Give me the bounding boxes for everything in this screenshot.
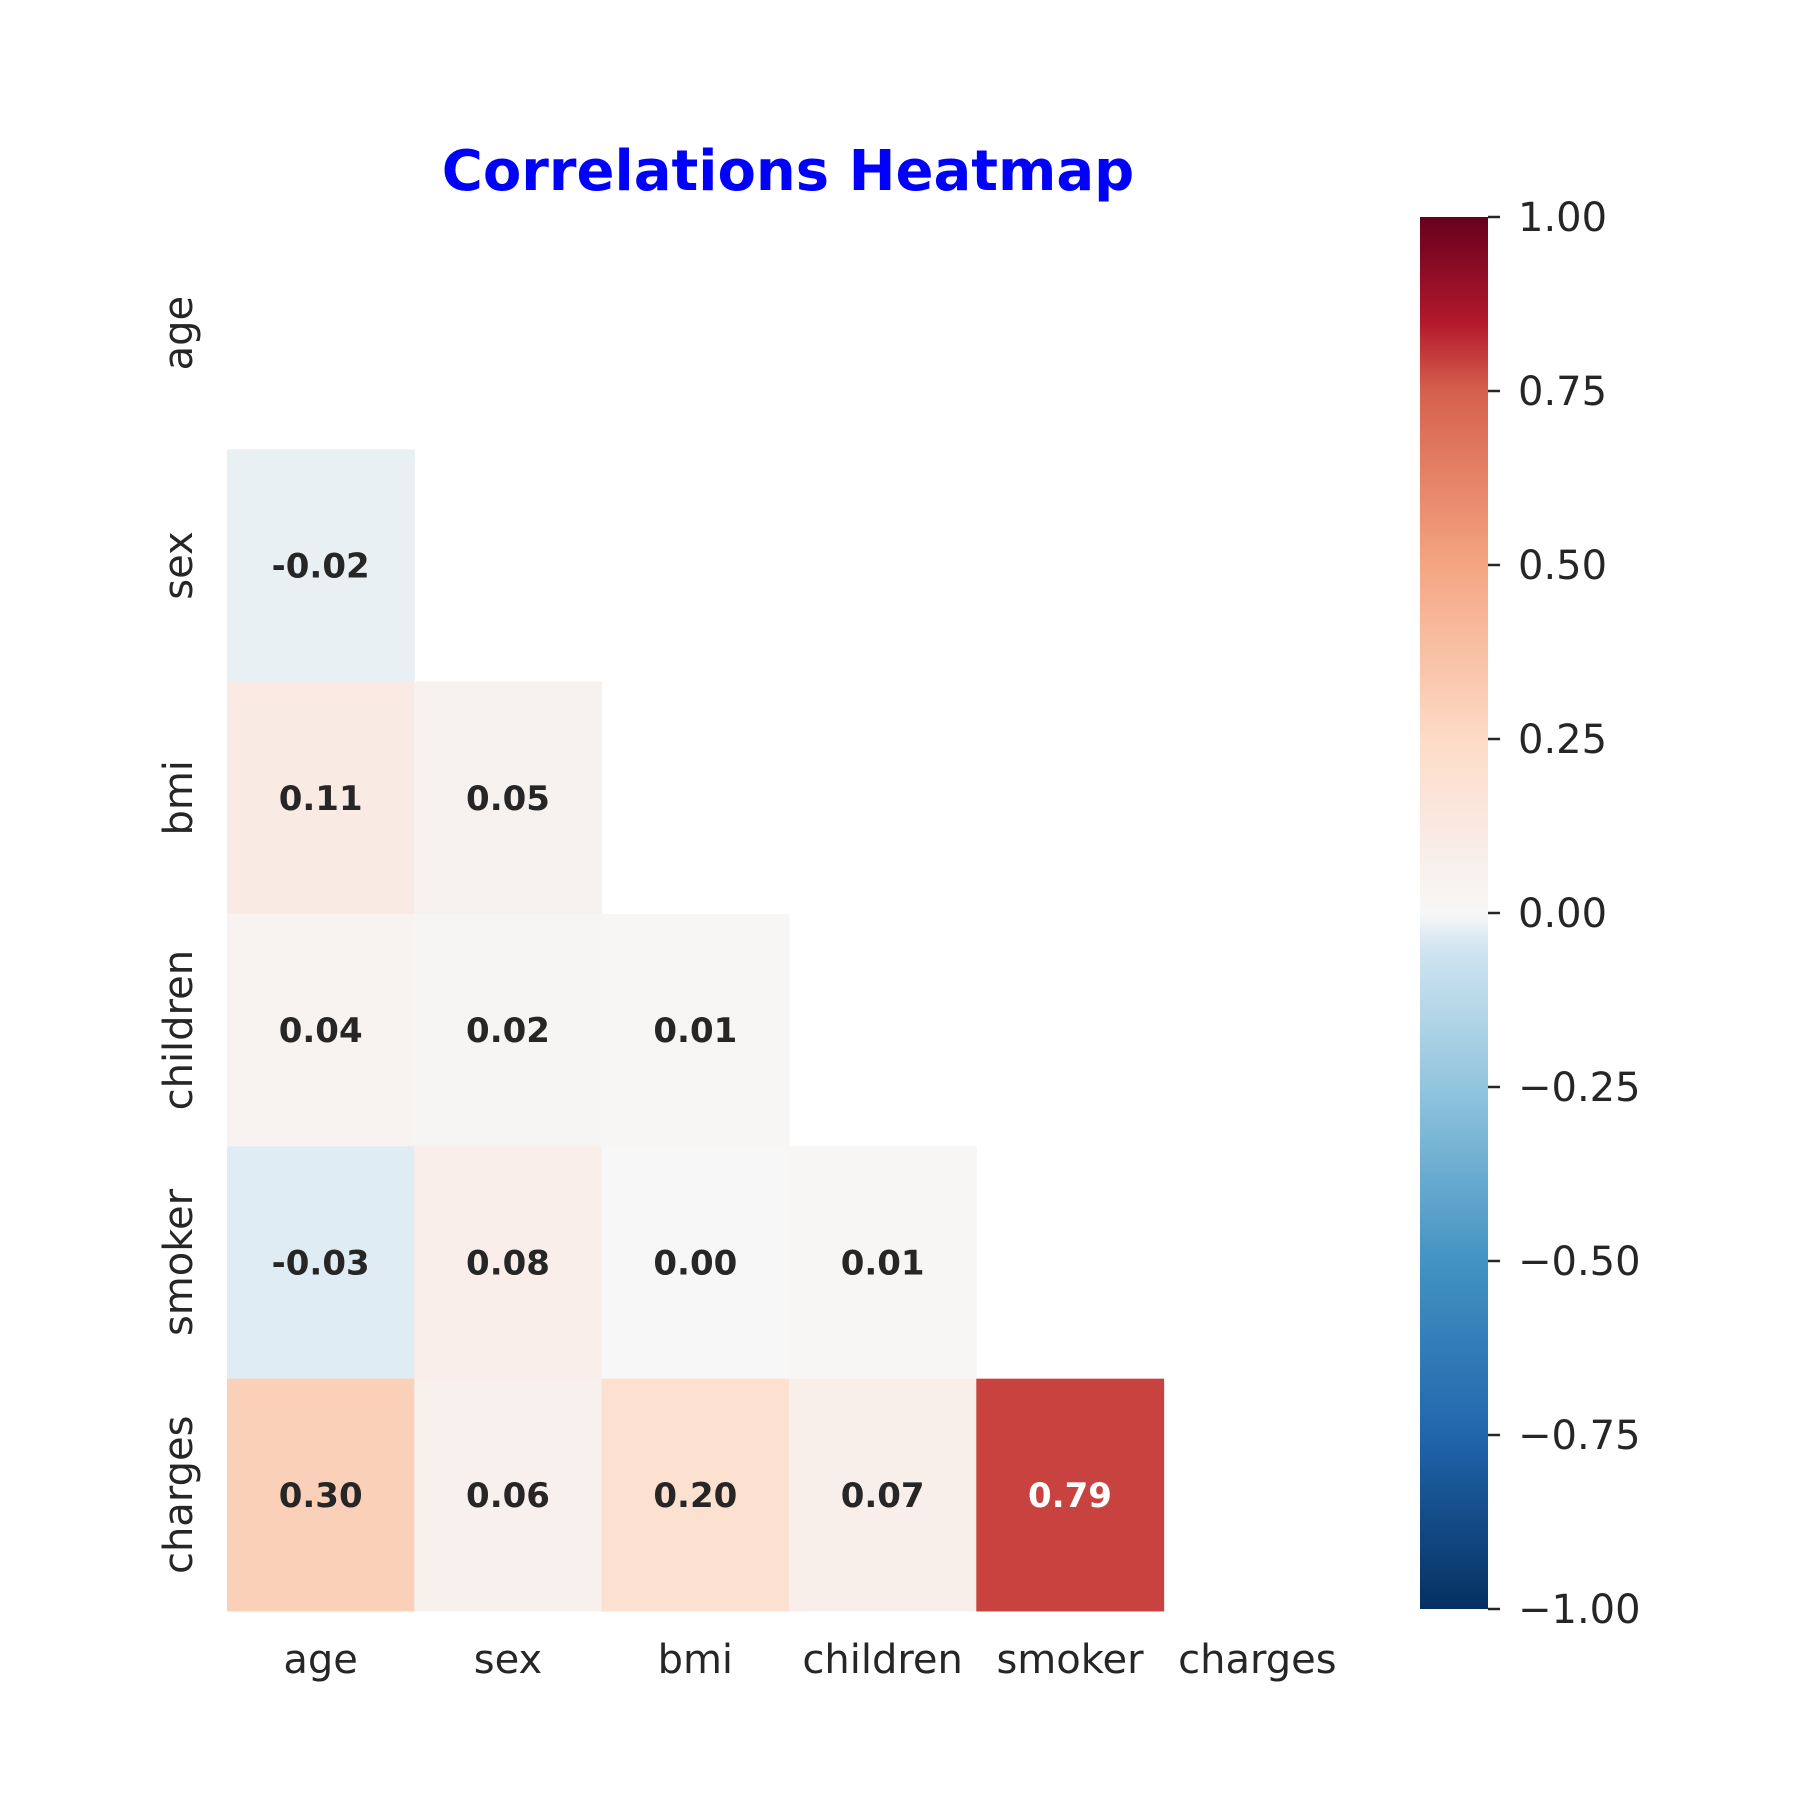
heatmap-cell-charges-bmi: [601, 1378, 790, 1612]
colorbar-tick-label: 1.00: [1518, 195, 1607, 241]
colorbar-tick-label: 0.75: [1518, 369, 1607, 415]
x-tick-label-children: children: [802, 1637, 963, 1683]
y-tick-label-bmi: bmi: [156, 760, 202, 835]
cell-value-label-smoker-children: 0.01: [841, 1243, 925, 1283]
heatmap-cell-bmi-age: [227, 681, 415, 915]
colorbar: 1.00 0.75 0.50 0.25 0.00 −0.25 −0.50 −0.75 −1.00: [1420, 195, 1641, 1633]
x-tick-label-age: age: [283, 1637, 358, 1683]
heatmap-cell-children-sex: [414, 913, 603, 1147]
cell-value-label-smoker-sex: 0.08: [466, 1243, 550, 1283]
cell-value-label-smoker-age: -0.03: [272, 1243, 370, 1283]
heatmap-cell-charges-sex: [414, 1378, 603, 1612]
y-axis-tick-labels: age sex bmi children smoker charges: [156, 296, 202, 1574]
colorbar-tick-label: 0.50: [1518, 543, 1607, 589]
y-tick-label-sex: sex: [156, 531, 202, 599]
heatmap-cell-smoker-children: [788, 1146, 977, 1380]
cell-value-label-sex-age: -0.02: [272, 546, 370, 586]
cell-value-label-charges-bmi: 0.20: [653, 1476, 737, 1516]
colorbar-tick-label: 0.00: [1518, 891, 1607, 937]
cell-value-label-charges-children: 0.07: [841, 1476, 925, 1516]
cell-value-label-bmi-age: 0.11: [279, 779, 363, 819]
colorbar-tick-label: −1.00: [1518, 1587, 1641, 1633]
y-tick-label-children: children: [156, 950, 202, 1111]
chart-title: Correlations Heatmap: [442, 139, 1135, 204]
y-tick-label-charges: charges: [156, 1416, 202, 1574]
heatmap-cell-charges-children: [788, 1378, 977, 1612]
cell-value-label-charges-age: 0.30: [279, 1476, 363, 1516]
colorbar-tick-label: −0.75: [1518, 1413, 1641, 1459]
cell-value-label-children-bmi: 0.01: [653, 1011, 737, 1051]
heatmap-cell-charges-smoker: [976, 1378, 1165, 1612]
y-tick-label-age: age: [156, 296, 202, 371]
heatmap-cells: -0.02 0.11 0.05 0.04 0.02 0.01 -0.03 0.08 0.00 0.…: [227, 449, 1165, 1612]
cell-value-label-charges-smoker: 0.79: [1028, 1476, 1112, 1516]
y-tick-label-smoker: smoker: [156, 1188, 202, 1336]
heatmap-cell-smoker-sex: [414, 1146, 603, 1380]
cell-value-label-children-age: 0.04: [279, 1011, 363, 1051]
heatmap-cell-smoker-bmi: [601, 1146, 790, 1380]
heatmap-cell-children-age: [227, 913, 415, 1147]
x-tick-label-charges: charges: [1178, 1637, 1336, 1683]
heatmap-cell-charges-age: [227, 1378, 415, 1612]
cell-value-label-bmi-sex: 0.05: [466, 779, 550, 819]
x-tick-label-smoker: smoker: [996, 1637, 1144, 1683]
x-tick-label-sex: sex: [474, 1637, 542, 1683]
cell-value-label-charges-sex: 0.06: [466, 1476, 550, 1516]
cell-value-label-smoker-bmi: 0.00: [653, 1243, 737, 1283]
colorbar-tick-label: −0.25: [1518, 1065, 1641, 1111]
heatmap-cell-smoker-age: [227, 1146, 415, 1380]
colorbar-gradient: [1420, 217, 1488, 1609]
heatmap-cell-children-bmi: [601, 913, 790, 1147]
x-tick-label-bmi: bmi: [658, 1637, 733, 1683]
cell-value-label-children-sex: 0.02: [466, 1011, 550, 1051]
colorbar-tick-label: 0.25: [1518, 717, 1607, 763]
heatmap-cell-bmi-sex: [414, 681, 603, 915]
colorbar-tick-label: −0.50: [1518, 1239, 1641, 1285]
heatmap-cell-sex-age: [227, 449, 415, 683]
x-axis-tick-labels: age sex bmi children smoker charges: [283, 1637, 1336, 1683]
